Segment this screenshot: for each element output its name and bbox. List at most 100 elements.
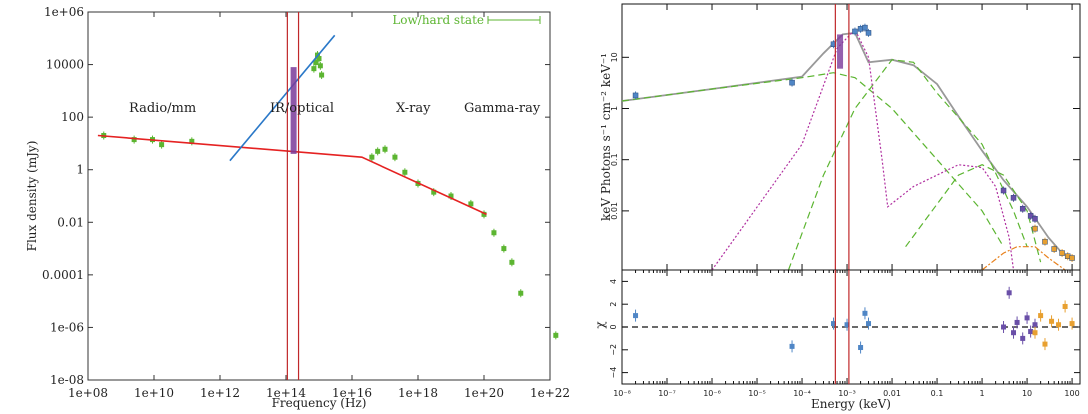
left-data-point bbox=[392, 154, 398, 160]
rt-data-point bbox=[1032, 225, 1038, 232]
left-data-point bbox=[448, 193, 454, 199]
left-x-axis-label: Frequency (Hz) bbox=[272, 396, 367, 410]
rb-residual-point bbox=[1038, 313, 1044, 319]
left-data-point bbox=[402, 169, 408, 175]
left-data-point bbox=[375, 148, 381, 154]
left-y-axis-label: Flux density (mJy) bbox=[25, 141, 39, 252]
left-data-point bbox=[313, 59, 319, 65]
rt-y-tick-label: 0.01 bbox=[610, 202, 619, 220]
rt-model-curve-4 bbox=[711, 28, 1015, 271]
rb-residual-point bbox=[1056, 322, 1062, 328]
right-top-panel: 10 1 0.1 0.01 keV Photons s⁻¹ cm⁻² keV⁻¹ bbox=[599, 3, 1081, 271]
right-x-axis-label: Energy (keV) bbox=[811, 397, 891, 411]
rt-y-tick-label: 10 bbox=[610, 52, 619, 62]
rb-x-tick-label: 10⁻⁵ bbox=[748, 389, 766, 398]
left-data-point bbox=[509, 259, 515, 265]
left-series-group bbox=[97, 34, 559, 340]
left-y-tick-label: 1 bbox=[76, 163, 84, 177]
rb-residual-point bbox=[633, 313, 639, 319]
left-data-point bbox=[553, 332, 559, 338]
left-panel: 1e+08 1e+10 1e+12 1e+14 1e+16 1e+18 1e+20 1e+22… bbox=[25, 5, 570, 410]
annotation-x-ray: X-ray bbox=[396, 101, 431, 116]
left-vertical-markers bbox=[286, 12, 300, 380]
rt-data-point bbox=[1010, 195, 1017, 201]
right-top-plot-frame bbox=[621, 3, 1081, 271]
left-data-point bbox=[382, 146, 388, 152]
rb-residual-point bbox=[1042, 341, 1048, 347]
rb-y-tick-label: −4 bbox=[609, 367, 618, 379]
left-x-tick-label: 1e+14 bbox=[266, 386, 306, 400]
legend-label-low-hard-state: Low/hard state bbox=[392, 13, 484, 27]
right-bottom-y-axis-label: χ bbox=[593, 321, 607, 329]
rt-model-curve-5 bbox=[981, 246, 1066, 271]
annotation-radio-mm: Radio/mm bbox=[129, 101, 196, 116]
left-x-tick-label: 1e+20 bbox=[464, 386, 504, 400]
right-bottom-vertical-markers bbox=[834, 270, 850, 384]
left-y-tick-label: 100 bbox=[61, 110, 84, 124]
left-y-tick-label: 10000 bbox=[46, 58, 84, 72]
rb-residual-point bbox=[844, 322, 850, 328]
rb-y-tick-label: 4 bbox=[609, 279, 618, 284]
left-x-tick-label: 1e+10 bbox=[134, 386, 174, 400]
rb-x-tick-label: 10⁻⁴ bbox=[793, 389, 811, 398]
right-top-series-group bbox=[621, 23, 1075, 271]
rb-residual-point bbox=[862, 310, 868, 316]
rt-data-point bbox=[1051, 246, 1057, 252]
left-data-point bbox=[159, 142, 165, 148]
rt-y-tick-label: 1 bbox=[610, 106, 619, 111]
rt-data-point bbox=[632, 92, 639, 99]
right-top-axis-ticks: 10 1 0.1 0.01 bbox=[610, 4, 1080, 270]
rb-residual-point bbox=[1006, 290, 1012, 296]
rt-data-point bbox=[1042, 238, 1048, 245]
rb-x-tick-label: 0.01 bbox=[883, 389, 901, 398]
rb-residual-point bbox=[830, 321, 836, 327]
left-x-tick-label: 1e+16 bbox=[332, 386, 372, 400]
left-x-tick-label: 1e+18 bbox=[398, 386, 438, 400]
rt-data-point bbox=[1059, 250, 1065, 256]
rb-residual-point bbox=[1032, 322, 1038, 328]
right-top-y-axis-label: keV Photons s⁻¹ cm⁻² keV⁻¹ bbox=[599, 53, 613, 221]
rb-x-tick-label: 10⁻⁶ bbox=[703, 389, 721, 398]
left-data-point bbox=[316, 56, 322, 62]
rt-data-point bbox=[865, 30, 872, 36]
rt-data-point bbox=[862, 24, 868, 31]
right-bottom-plot-frame bbox=[621, 269, 1081, 385]
rt-data-point bbox=[830, 41, 837, 47]
left-data-point bbox=[319, 72, 325, 78]
rb-x-tick-label: 1 bbox=[980, 389, 985, 398]
rb-residual-point bbox=[789, 343, 795, 349]
rb-x-tick-label: 10 bbox=[1022, 389, 1032, 398]
left-y-tick-label: 0.01 bbox=[57, 215, 84, 229]
rb-y-tick-label: −2 bbox=[609, 344, 618, 356]
rb-residual-point bbox=[858, 345, 864, 351]
left-plot-frame bbox=[87, 11, 551, 381]
left-y-tick-label: 1e+06 bbox=[44, 5, 84, 19]
left-data-point bbox=[491, 230, 497, 236]
left-data-point bbox=[481, 211, 487, 217]
rb-x-tick-label: 10⁻³ bbox=[838, 389, 856, 398]
rb-x-tick-label: 10⁻⁷ bbox=[658, 389, 676, 398]
rt-data-point bbox=[1027, 213, 1034, 219]
left-data-point bbox=[431, 189, 437, 195]
rb-residual-point bbox=[1011, 330, 1017, 336]
left-data-point bbox=[311, 66, 317, 72]
left-x-tick-label: 1e+08 bbox=[68, 386, 108, 400]
rb-x-tick-label: 100 bbox=[1064, 389, 1079, 398]
left-data-point bbox=[369, 154, 375, 160]
left-y-tick-label: 0.0001 bbox=[42, 268, 84, 282]
rb-residual-point bbox=[1032, 330, 1038, 336]
left-red-model-line bbox=[97, 134, 487, 216]
rt-model-curve-1 bbox=[621, 72, 1005, 248]
left-data-point bbox=[501, 246, 507, 252]
rb-x-tick-label: 10⁻⁸ bbox=[613, 389, 631, 398]
rb-y-tick-label: 0 bbox=[609, 324, 618, 329]
rt-data-point bbox=[852, 28, 858, 35]
rb-residual-point bbox=[866, 321, 872, 327]
rt-model-curve-3 bbox=[905, 164, 1042, 263]
left-x-tick-label: 1e+22 bbox=[530, 386, 570, 400]
right-bottom-panel: 4 2 0 −2 −4 10⁻⁸ 10⁻⁷ 10⁻⁶ 10⁻⁵ 10⁻⁴ 10⁻³ 0.01 0.1 1 1… bbox=[593, 269, 1081, 411]
rt-y-tick-label: 0.1 bbox=[610, 153, 619, 166]
left-data-point bbox=[317, 63, 323, 69]
rb-residual-point bbox=[1028, 329, 1034, 335]
